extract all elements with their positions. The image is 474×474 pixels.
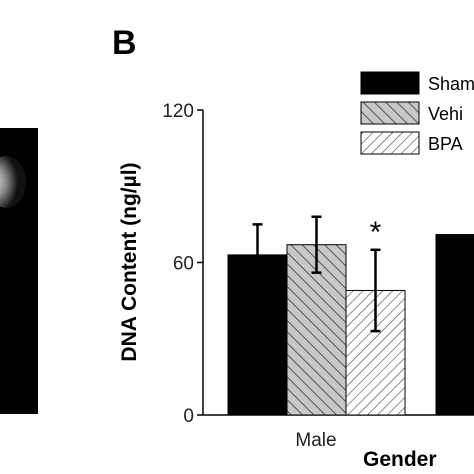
- error-bar-male-vehicle: [311, 215, 322, 274]
- legend-label-vehicle: Vehi: [428, 104, 463, 124]
- bar-female-sham: [435, 234, 474, 416]
- legend-label-bpa: BPA: [428, 134, 463, 154]
- significance-asterisk: *: [370, 216, 382, 249]
- legend: Sham Vehi BPA: [360, 71, 474, 155]
- y-tick-label: 0: [183, 406, 194, 427]
- y-axis-title: DNA Content (ng/µl): [118, 162, 141, 361]
- bars-group: *: [227, 215, 474, 416]
- gel-band: [0, 156, 26, 208]
- legend-swatch-bpa: [360, 131, 420, 155]
- legend-swatch-vehicle: [360, 101, 420, 125]
- error-bar-male-bpa: [370, 248, 381, 333]
- y-ticks: 0 60 120: [162, 101, 203, 427]
- panel-label: B: [112, 24, 137, 62]
- legend-label-sham: Sham: [428, 74, 474, 94]
- y-tick-label: 120: [162, 101, 194, 122]
- y-tick-label: 60: [173, 254, 194, 275]
- x-axis-title: Gender: [363, 448, 437, 471]
- legend-swatch-sham: [360, 71, 420, 95]
- error-bar-male-sham: [252, 223, 263, 287]
- panel-a-image: [0, 128, 38, 414]
- x-tick-label-male: Male: [295, 430, 336, 451]
